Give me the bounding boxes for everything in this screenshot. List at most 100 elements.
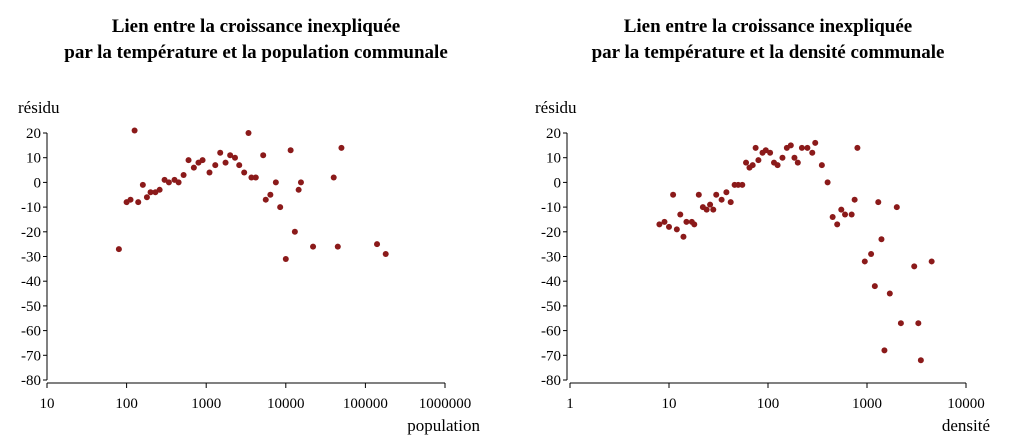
data-point <box>743 159 750 166</box>
data-point <box>718 196 725 203</box>
data-point <box>139 181 146 188</box>
data-point <box>248 174 255 181</box>
x-tick-label: 10 <box>662 396 677 412</box>
data-point <box>135 199 142 206</box>
data-point <box>291 228 298 235</box>
x-tick-label: 100000 <box>343 396 388 412</box>
data-point <box>245 130 252 136</box>
y-tick-label: 20 <box>546 126 561 142</box>
data-point <box>236 162 243 169</box>
data-point <box>260 152 267 159</box>
x-tick-label: 10000 <box>267 396 305 412</box>
data-point <box>295 186 302 193</box>
data-point <box>287 147 294 154</box>
y-tick-label: 0 <box>554 175 562 191</box>
chart-panel-population: Lien entre la croissance inexpliquée par… <box>0 14 512 435</box>
x-tick-label: 100 <box>115 396 138 412</box>
data-point <box>854 144 861 151</box>
data-point <box>851 196 858 203</box>
data-point <box>131 127 138 134</box>
data-point <box>661 218 668 225</box>
data-point <box>330 174 337 181</box>
y-tick-label: -60 <box>541 324 561 340</box>
y-tick-label: 20 <box>26 126 41 142</box>
data-point <box>818 162 825 169</box>
y-tick-label: -10 <box>21 200 41 216</box>
chart-title: Lien entre la croissance inexpliquée par… <box>0 14 512 66</box>
data-point <box>382 251 389 258</box>
data-point <box>878 236 885 243</box>
data-point <box>217 149 224 156</box>
y-tick-label: -50 <box>21 299 41 315</box>
y-tick-label: -70 <box>541 348 561 364</box>
data-point <box>809 149 816 156</box>
data-point <box>165 179 172 186</box>
data-point <box>893 204 900 211</box>
x-tick-label: 10 <box>40 396 55 412</box>
data-point <box>656 221 663 228</box>
data-point <box>199 157 206 164</box>
data-point <box>334 243 341 250</box>
x-tick-label: 1 <box>566 396 574 412</box>
y-tick-label: -80 <box>21 373 41 389</box>
data-point <box>673 226 680 233</box>
chart-title-line-2: par la température et la population comm… <box>64 42 448 63</box>
x-axis-label: population <box>407 416 480 435</box>
x-tick-label: 10000 <box>947 396 985 412</box>
data-point <box>683 218 690 225</box>
data-point <box>727 199 734 206</box>
data-point <box>791 154 798 161</box>
data-point <box>297 179 304 186</box>
data-point <box>713 191 720 198</box>
x-tick-label: 1000000 <box>419 396 472 412</box>
x-tick-label: 1000 <box>852 396 882 412</box>
y-tick-label: -40 <box>21 274 41 290</box>
data-point <box>677 211 684 218</box>
data-point <box>212 162 219 169</box>
data-point <box>842 211 849 218</box>
data-point <box>812 139 819 146</box>
chart-title-line-1: Lien entre la croissance inexpliquée <box>111 16 401 37</box>
data-point <box>143 194 150 201</box>
data-point <box>222 159 229 166</box>
data-point <box>871 283 878 290</box>
data-point <box>680 233 687 240</box>
y-tick-label: -10 <box>541 200 561 216</box>
chart-title-line-1: Lien entre la croissance inexpliquée <box>623 16 913 37</box>
x-tick-label: 1000 <box>191 396 221 412</box>
data-point <box>147 189 154 196</box>
data-point <box>175 179 182 186</box>
data-point <box>794 159 801 166</box>
data-point <box>824 179 831 186</box>
data-point <box>227 152 234 159</box>
data-point <box>180 171 187 178</box>
data-point <box>787 142 794 149</box>
data-point <box>834 221 841 228</box>
data-point <box>886 290 893 297</box>
data-point <box>848 211 855 218</box>
y-tick-label: -80 <box>541 373 561 389</box>
y-tick-label: -60 <box>21 324 41 340</box>
data-point <box>703 206 710 213</box>
y-tick-label: -20 <box>21 225 41 241</box>
data-point <box>666 223 672 230</box>
y-tick-label: -20 <box>541 225 561 241</box>
y-tick-label: -40 <box>541 274 561 290</box>
data-point <box>115 246 122 253</box>
data-point <box>185 157 192 164</box>
data-point <box>127 196 134 203</box>
data-point <box>915 320 922 327</box>
chart-title-line-2: par la température et la densité communa… <box>591 42 945 63</box>
data-point <box>272 179 279 186</box>
data-point <box>928 258 935 265</box>
data-point <box>767 149 774 156</box>
data-point <box>231 154 238 161</box>
data-point <box>206 169 213 176</box>
data-point <box>838 206 845 213</box>
data-point <box>829 213 836 220</box>
y-axis-label: résidu <box>535 98 577 117</box>
data-point <box>277 204 284 211</box>
x-tick-label: 100 <box>757 396 780 412</box>
